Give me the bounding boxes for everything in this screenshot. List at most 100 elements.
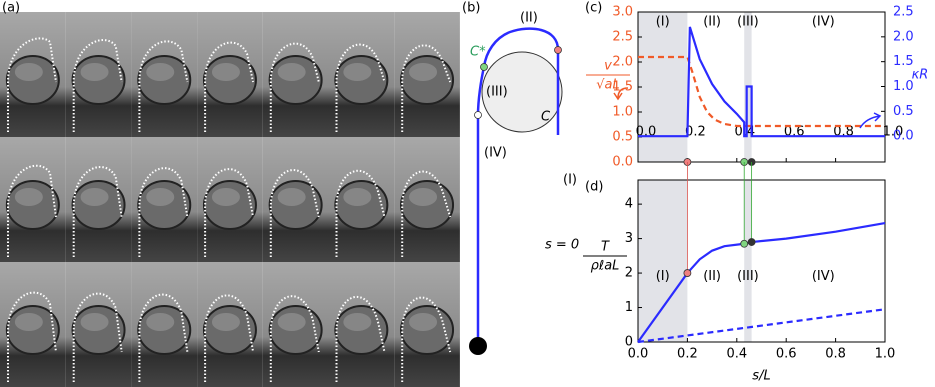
point bbox=[480, 63, 488, 71]
diagram-label: C* bbox=[470, 45, 486, 60]
drum-shine bbox=[146, 313, 175, 331]
chain-photo bbox=[204, 41, 255, 132]
y-tick-label: 1.5 bbox=[612, 80, 633, 95]
point bbox=[554, 46, 562, 54]
y-tick-label: 0.0 bbox=[612, 155, 633, 170]
x-tick-label: 0.8 bbox=[825, 347, 846, 362]
drum-shine bbox=[277, 63, 306, 81]
y2-tick-label: 0.5 bbox=[893, 104, 914, 119]
shaded-region bbox=[638, 12, 688, 162]
x-tick-label: 0.6 bbox=[776, 347, 797, 362]
x-tick-label: 0.2 bbox=[677, 347, 698, 362]
y-tick-label: 0.5 bbox=[612, 130, 633, 145]
drum-shine bbox=[277, 188, 306, 206]
diagram-label: C bbox=[541, 110, 551, 125]
y2-tick-label: 2.5 bbox=[893, 5, 914, 20]
chain-photo bbox=[138, 40, 189, 132]
y2-tick-label: 2.0 bbox=[893, 29, 914, 44]
chain-photo bbox=[401, 44, 452, 132]
drum-shine bbox=[80, 313, 109, 331]
y2-tick-label: 1.5 bbox=[893, 54, 914, 69]
panel-label: (a) bbox=[2, 1, 20, 16]
y-tick-label: 0 bbox=[625, 335, 633, 350]
panel-label: (c) bbox=[585, 1, 602, 16]
y-label: v bbox=[604, 59, 612, 74]
y-label: ρℓaL bbox=[591, 259, 620, 274]
region-label: (I) bbox=[656, 15, 670, 30]
charts: (I) (II) (III) (IV) 0.0 0.2 0.4 0.6 0.8 1.0 0.0 0.5… bbox=[583, 5, 928, 384]
panel-label: (d) bbox=[585, 180, 603, 195]
plot-frame bbox=[637, 179, 886, 343]
y-tick-label: 2 bbox=[625, 266, 633, 281]
y-tick-label: 1.0 bbox=[612, 105, 633, 120]
diagram-label: s = 0 bbox=[545, 238, 579, 253]
drum-shine bbox=[14, 188, 43, 206]
y-tick-label: 3 bbox=[625, 231, 633, 246]
drum-shine bbox=[409, 313, 438, 331]
y-label: T bbox=[601, 240, 610, 255]
region-label: (II) bbox=[703, 15, 721, 30]
marker bbox=[683, 269, 692, 277]
chain-photo bbox=[204, 168, 255, 257]
region-label: (II) bbox=[703, 269, 721, 284]
y-tick-label: 1 bbox=[625, 300, 633, 315]
marker bbox=[740, 239, 749, 248]
chain bbox=[476, 27, 560, 346]
y-tick-label: 4 bbox=[625, 197, 633, 212]
point bbox=[474, 111, 482, 119]
y-tick-label: 2.0 bbox=[612, 55, 633, 70]
x-tick-label: 1.0 bbox=[875, 347, 896, 362]
diagram-label: (III) bbox=[486, 85, 508, 100]
drum bbox=[481, 51, 563, 133]
drum-shine bbox=[409, 188, 438, 206]
chain-photo bbox=[269, 295, 320, 382]
region-label: (IV) bbox=[812, 269, 835, 284]
chain-photo bbox=[7, 37, 57, 132]
drum-shine bbox=[14, 313, 43, 331]
y-tick-label: 3.0 bbox=[612, 5, 633, 20]
drum-shine bbox=[343, 188, 372, 206]
y2-tick-label: 0.0 bbox=[893, 129, 914, 144]
y-tick-label: 2.5 bbox=[612, 30, 633, 45]
region-label: (IV) bbox=[812, 15, 835, 30]
region-label: (III) bbox=[737, 15, 759, 30]
arrow bbox=[859, 112, 882, 129]
chain-photo bbox=[204, 294, 255, 382]
drum-shine bbox=[343, 313, 372, 331]
drum-shine bbox=[146, 63, 175, 81]
chain-photo bbox=[7, 164, 57, 257]
chain-photo bbox=[335, 43, 386, 132]
x-tick-label: 0.0 bbox=[628, 347, 649, 362]
diagram-label: (I) bbox=[563, 173, 577, 188]
x-tick-label: 0.2 bbox=[685, 125, 706, 140]
drum-shine bbox=[211, 63, 240, 81]
chain-photo bbox=[138, 167, 189, 257]
chain-photo bbox=[401, 170, 452, 257]
chain-photo bbox=[335, 295, 386, 382]
chain-photo bbox=[7, 291, 57, 382]
chain-photo bbox=[72, 166, 123, 257]
chain-photo bbox=[138, 293, 189, 382]
shaded-region bbox=[744, 180, 752, 342]
weight bbox=[469, 337, 487, 355]
drum-shine bbox=[14, 63, 43, 81]
x-tick-label: 0.4 bbox=[726, 347, 747, 362]
drum-shine bbox=[277, 313, 306, 331]
drum-shine bbox=[343, 63, 372, 81]
marker bbox=[747, 238, 756, 246]
series-line bbox=[637, 222, 886, 343]
y-label: √aL bbox=[596, 78, 620, 93]
drum-shine bbox=[80, 188, 109, 206]
chain-photo bbox=[269, 169, 320, 257]
panel-label: (b) bbox=[462, 1, 480, 16]
series-line bbox=[638, 26, 885, 138]
chain-photo bbox=[72, 39, 123, 132]
x-label: s/L bbox=[752, 369, 770, 384]
chain-photo bbox=[335, 169, 386, 257]
drum-shine bbox=[80, 63, 109, 81]
y2-tick-label: 1.0 bbox=[893, 79, 914, 94]
region-label: (III) bbox=[737, 269, 759, 284]
diagram: (II) C* (III) C (I) (IV) s = 0 bbox=[469, 11, 579, 355]
y2-label: κR bbox=[912, 68, 929, 83]
